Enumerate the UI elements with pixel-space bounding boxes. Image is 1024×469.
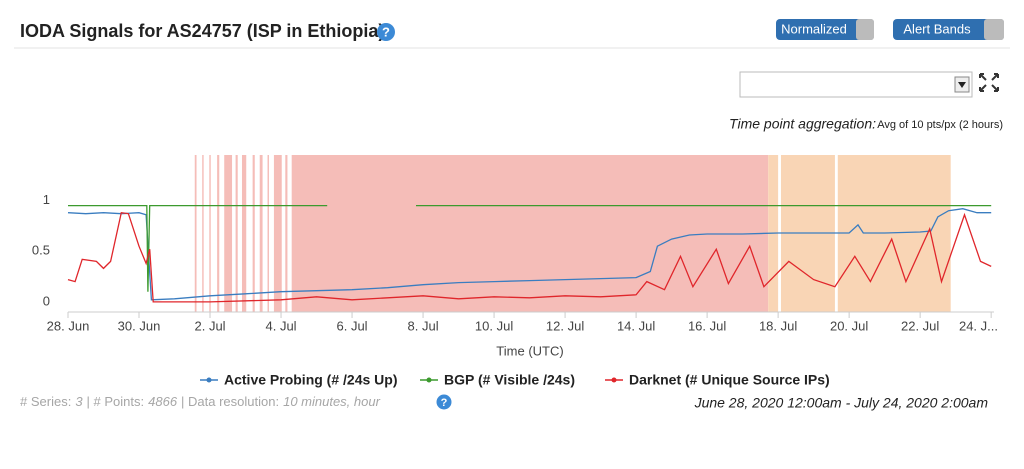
- alert-band: [224, 155, 233, 312]
- toggle-button[interactable]: [776, 19, 874, 40]
- alert-band: [259, 155, 263, 312]
- legend: Active Probing (# /24s Up) BGP (# Visible…: [200, 372, 830, 388]
- x-tick-label: 18. Jul: [759, 318, 797, 333]
- aggregation-value: Avg of 10 pts/px (2 hours): [877, 119, 1003, 131]
- legend-label: Active Probing (# /24s Up): [224, 372, 397, 388]
- toggle-button[interactable]: [893, 19, 1004, 40]
- x-tick-label: 14. Jul: [617, 318, 655, 333]
- footer-text: 10 minutes, hour: [283, 394, 380, 409]
- legend-dot: [206, 377, 212, 383]
- alert-band: [837, 155, 951, 312]
- page-title: IODA Signals for AS24757 (ISP in Ethiopi…: [20, 21, 384, 41]
- x-tick-label: 20. Jul: [830, 318, 868, 333]
- legend-label: BGP (# Visible /24s): [444, 372, 575, 388]
- alert-band: [291, 155, 769, 312]
- alert-band: [235, 155, 238, 312]
- x-tick-label: 30. Jun: [118, 318, 161, 333]
- alert-band: [273, 155, 282, 312]
- dropdown-arrow: [958, 82, 966, 88]
- series-line: [68, 204, 992, 292]
- aggregation-label: Time point aggregation:: [729, 116, 876, 132]
- help-icon[interactable]: [436, 394, 452, 410]
- y-tick-label: 1: [43, 192, 50, 207]
- fullscreen-icon[interactable]: [979, 73, 999, 92]
- legend-dot: [426, 377, 432, 383]
- y-tick-label: 0.5: [32, 243, 50, 258]
- alert-band: [194, 155, 197, 312]
- footer-stats: # Series: 3 | # Points: 4866 | Data resoluti…: [20, 394, 384, 409]
- legend-label: Darknet (# Unique Source IPs): [629, 372, 830, 388]
- toggle-knob: [984, 19, 1004, 40]
- y-tick-label: 0: [43, 293, 50, 308]
- x-axis-label: Time (UTC): [496, 343, 563, 358]
- alert-band: [267, 155, 269, 312]
- x-tick-label: 28. Jun: [47, 318, 90, 333]
- footer-text: | Data resolution:: [181, 394, 280, 409]
- alert-band: [252, 155, 255, 312]
- x-tick-label: 22. Jul: [901, 318, 939, 333]
- button-label[interactable]: Normalized: [781, 21, 847, 36]
- footer-text: 3: [75, 394, 83, 409]
- alert-band: [241, 155, 247, 312]
- alert-band: [202, 155, 204, 312]
- plot: 0 0.5 1 28. Jun 30. Jun 2. Jul 4. Jul 6. Jul 8. …: [32, 155, 998, 333]
- time-range: June 28, 2020 12:00am - July 24, 2020 2:…: [694, 395, 989, 411]
- x-tick-label: 8. Jul: [408, 318, 439, 333]
- footer-text: 4866: [148, 394, 178, 409]
- x-tick-label: 16. Jul: [688, 318, 726, 333]
- button-label[interactable]: Alert Bands: [903, 21, 971, 36]
- help-icon[interactable]: [377, 23, 395, 41]
- x-tick-label: 10. Jul: [475, 318, 513, 333]
- series-line: [67, 211, 992, 303]
- x-tick-label: 6. Jul: [337, 318, 368, 333]
- alert-band: [285, 155, 288, 312]
- x-tick-label: 24. J...: [959, 318, 998, 333]
- footer-text: # Series:: [20, 394, 72, 409]
- toggle-knob: [856, 19, 874, 40]
- legend-dot: [611, 377, 617, 383]
- x-tick-label: 4. Jul: [265, 318, 296, 333]
- x-tick-label: 2. Jul: [194, 318, 225, 333]
- help-icon-text[interactable]: ?: [441, 397, 448, 409]
- footer-text: | # Points:: [86, 394, 145, 409]
- alert-band: [217, 155, 220, 312]
- dropdown[interactable]: [739, 71, 973, 98]
- alert-band: [209, 155, 211, 312]
- series-line: [67, 208, 992, 301]
- help-icon-text[interactable]: ?: [382, 24, 390, 39]
- x-tick-label: 12. Jul: [546, 318, 584, 333]
